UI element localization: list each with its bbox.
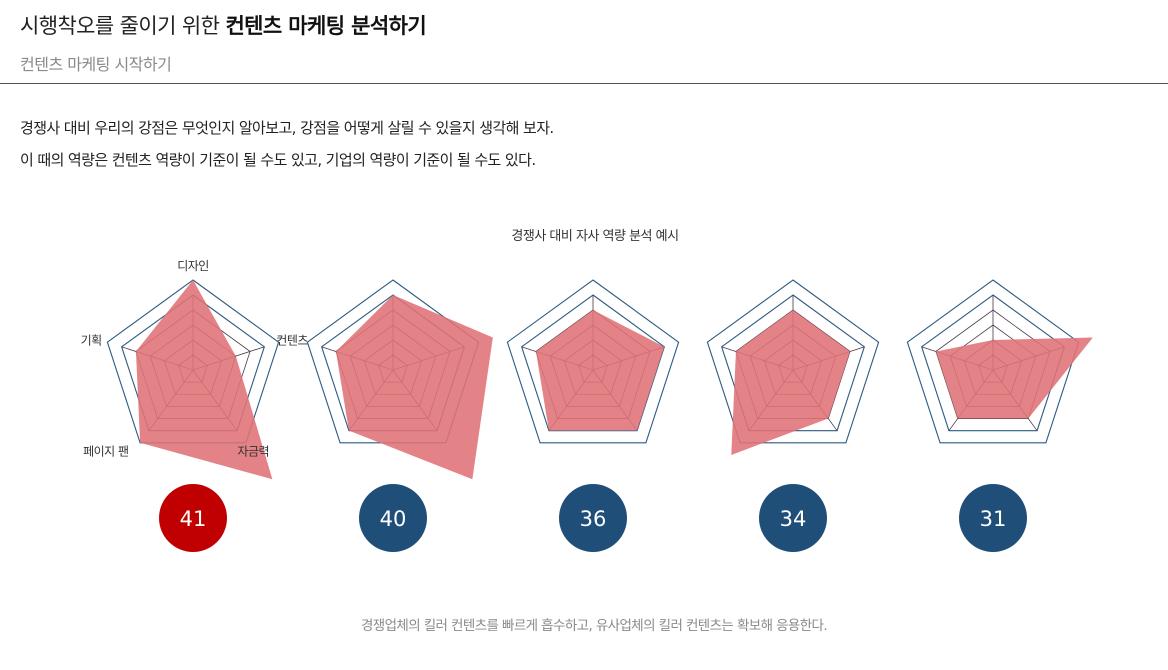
footer-note: 경쟁업체의 킬러 컨텐츠를 빠르게 흡수하고, 유사업체의 킬러 컨텐츠는 확보… <box>360 618 828 634</box>
radar-axis-label: 페이지 팬 <box>83 445 129 459</box>
score-value: 31 <box>980 507 1007 531</box>
score-value: 36 <box>580 507 607 531</box>
radar-axis-label: 컨텐츠 <box>276 333 308 347</box>
radar-series-area <box>535 310 665 431</box>
radar-axis-label: 기획 <box>81 333 102 347</box>
radar-chart-4: 34 <box>706 279 880 552</box>
score-circle <box>159 484 227 552</box>
radar-series-area <box>335 295 493 480</box>
radar-series-area <box>731 310 851 455</box>
radar-axis-label: 자금력 <box>237 445 269 459</box>
radar-series-area <box>935 337 1093 419</box>
radar-grid-ring <box>706 279 880 444</box>
score-circle <box>959 484 1027 552</box>
radar-axis-label: 디자인 <box>177 259 209 273</box>
page-subtitle: 컨텐츠 마케팅 시작하기 <box>20 55 172 74</box>
description-line-2: 이 때의 역량은 컨텐츠 역량이 기준이 될 수도 있고, 기업의 역량이 기준… <box>20 151 536 169</box>
score-value: 41 <box>180 507 207 531</box>
page-title-bold: 컨텐츠 마케팅 분석하기 <box>225 14 427 38</box>
score-circle <box>559 484 627 552</box>
radar-chart-5: 31 <box>906 279 1093 552</box>
page-title: 시행착오를 줄이기 위한 컨텐츠 마케팅 분석하기 <box>20 10 427 40</box>
radar-chart-3: 36 <box>506 279 680 552</box>
page-title-light: 시행착오를 줄이기 위한 <box>20 14 226 38</box>
score-circle <box>359 484 427 552</box>
score-circle <box>759 484 827 552</box>
description-line-1: 경쟁사 대비 우리의 강점은 무엇인지 알아보고, 강점을 어떻게 살릴 수 있… <box>20 119 554 137</box>
chart-title: 경쟁사 대비 자사 역량 분석 예시 <box>511 229 678 244</box>
radar-series-area <box>135 280 273 480</box>
radar-grid-ring <box>506 279 680 444</box>
score-value: 34 <box>780 507 807 531</box>
radar-grid-ring <box>921 294 1065 432</box>
score-value: 40 <box>380 507 407 531</box>
radar-grid-ring <box>906 279 1080 444</box>
radar-chart-2: 40 <box>306 279 493 552</box>
header-divider <box>0 83 1168 84</box>
